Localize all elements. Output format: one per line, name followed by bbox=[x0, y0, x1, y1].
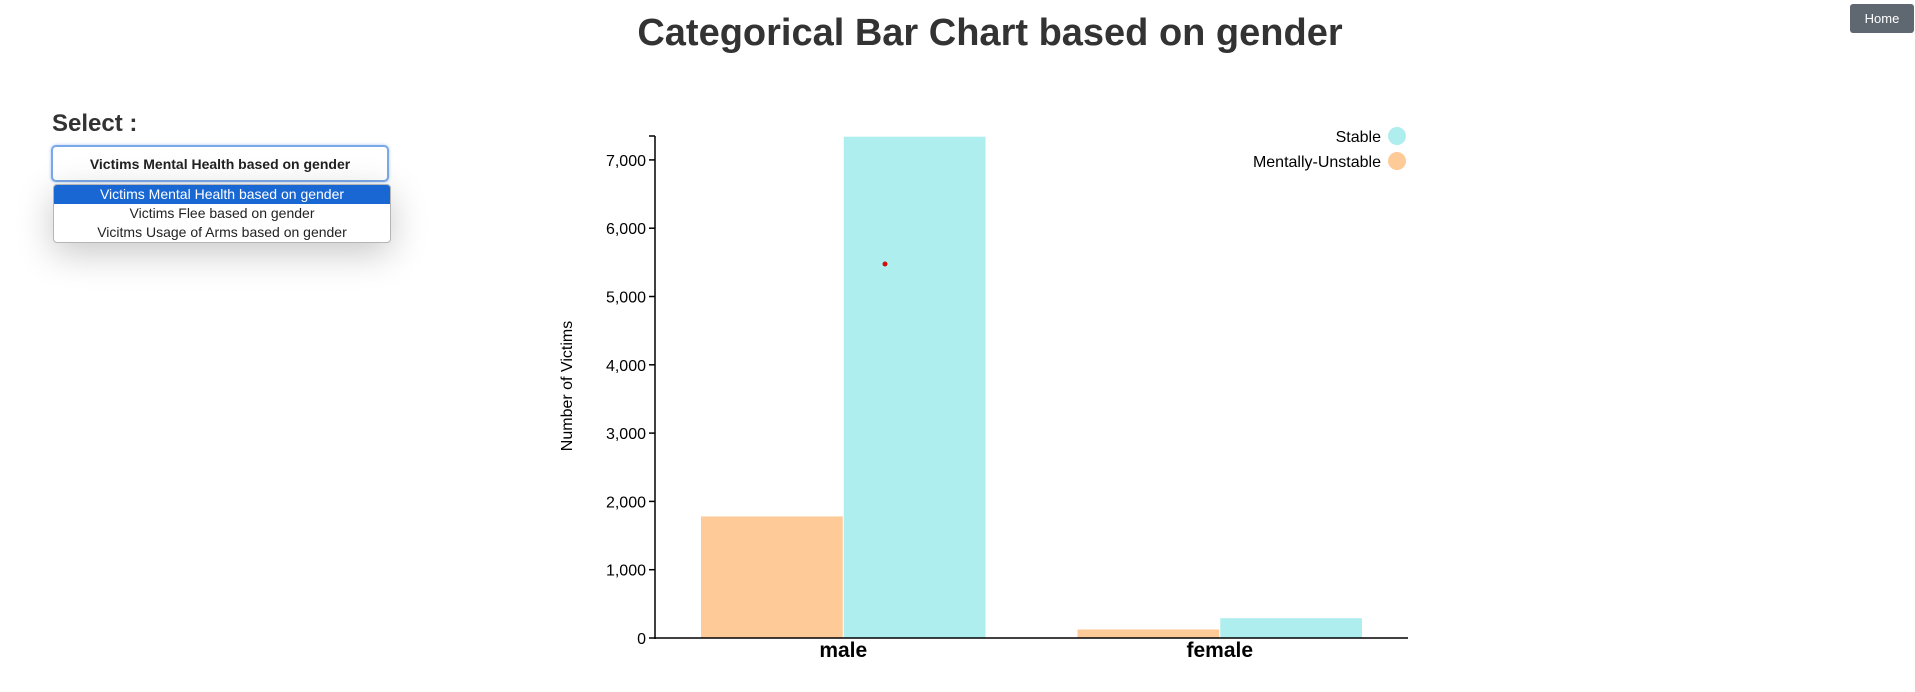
bar-female-stable[interactable] bbox=[1220, 618, 1362, 638]
home-button[interactable]: Home bbox=[1850, 4, 1914, 33]
chart-type-dropdown-list: Victims Mental Health based on gender Vi… bbox=[53, 184, 391, 243]
legend-label: Stable bbox=[1336, 129, 1381, 146]
dropdown-option-flee[interactable]: Victims Flee based on gender bbox=[129, 205, 315, 221]
cursor-dot bbox=[882, 261, 888, 267]
page-title: Categorical Bar Chart based on gender bbox=[637, 12, 1343, 54]
x-tick-label: male bbox=[819, 639, 867, 662]
x-tick-label: female bbox=[1186, 639, 1253, 662]
y-tick-label: 7,000 bbox=[606, 153, 646, 170]
dropdown-option-mental-health[interactable]: Victims Mental Health based on gender bbox=[54, 185, 390, 204]
select-label: Select : bbox=[52, 110, 138, 137]
y-axis: 0 1,000 2,000 3,000 4,000 5,000 6,000 7,000 bbox=[606, 135, 656, 648]
x-axis: male female bbox=[655, 637, 1408, 662]
y-tick-label: 3,000 bbox=[606, 426, 646, 443]
bar-male-mentally-unstable[interactable] bbox=[701, 516, 843, 638]
bar-male-stable[interactable] bbox=[843, 136, 986, 639]
legend-swatch bbox=[1388, 127, 1406, 145]
chart-type-select[interactable]: Victims Mental Health based on gender bbox=[51, 145, 389, 182]
legend: Stable Mentally-Unstable bbox=[1253, 127, 1406, 171]
bar-female-mentally-unstable[interactable] bbox=[1077, 629, 1220, 638]
y-tick-label: 1,000 bbox=[606, 563, 646, 580]
legend-label: Mentally-Unstable bbox=[1253, 154, 1381, 171]
y-tick-label: 0 bbox=[637, 631, 646, 648]
dropdown-option-arms[interactable]: Vicitms Usage of Arms based on gender bbox=[97, 224, 347, 240]
bars bbox=[701, 136, 1362, 639]
y-tick-label: 5,000 bbox=[606, 290, 646, 307]
y-tick-label: 6,000 bbox=[606, 221, 646, 238]
y-axis-label: Number of Victims bbox=[559, 321, 576, 451]
y-tick-label: 2,000 bbox=[606, 494, 646, 511]
y-tick-label: 4,000 bbox=[606, 358, 646, 375]
chart-type-select-value: Victims Mental Health based on gender bbox=[89, 155, 351, 172]
legend-swatch bbox=[1388, 152, 1406, 170]
